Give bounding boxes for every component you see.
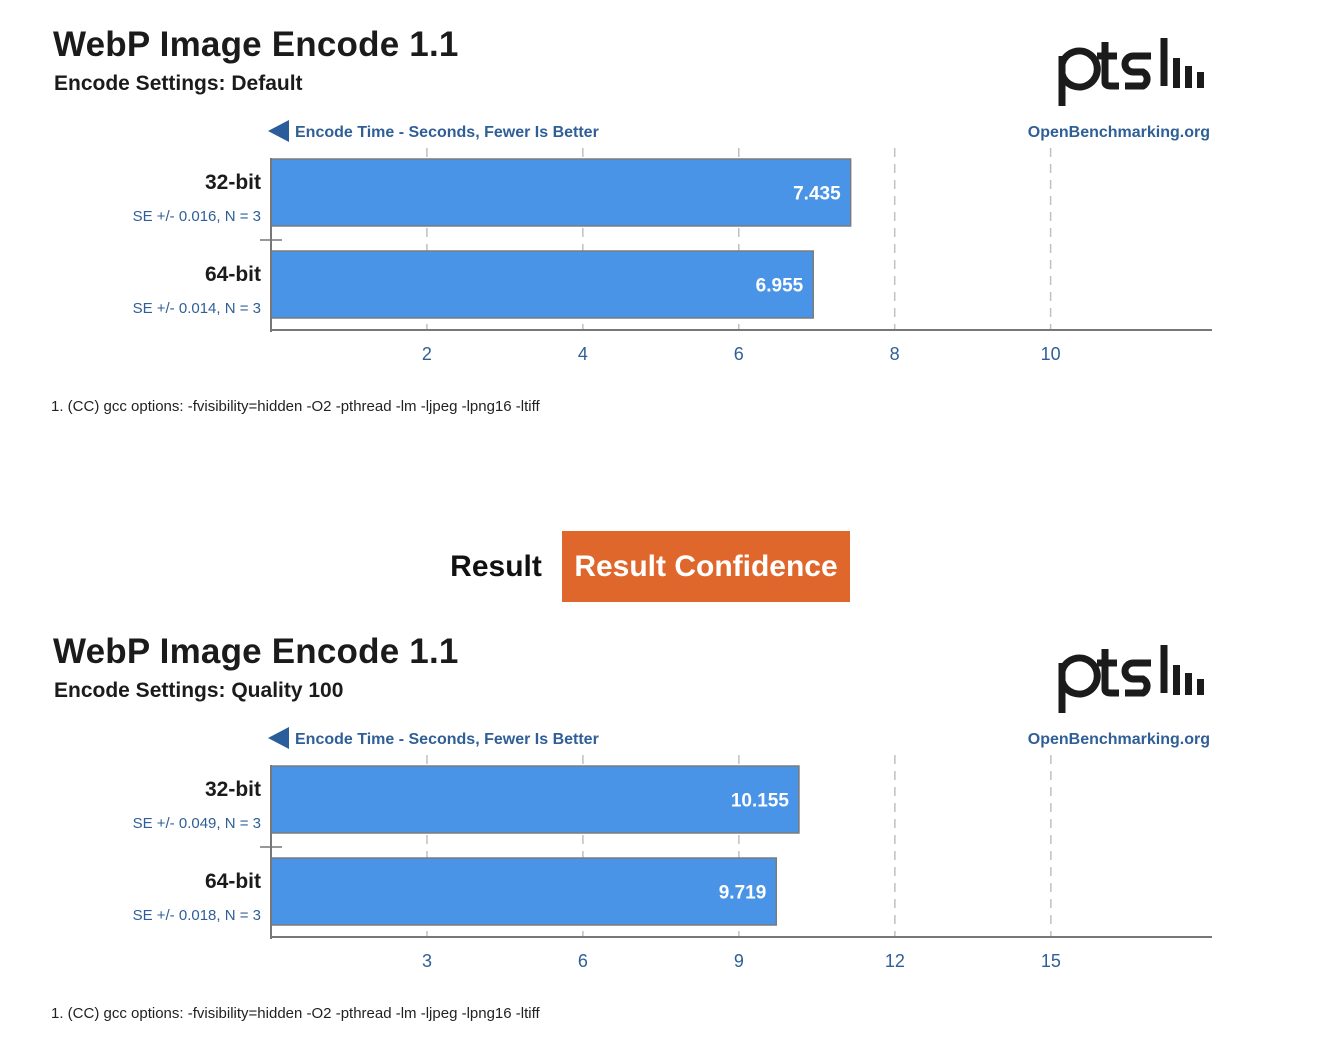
source-label: OpenBenchmarking.org xyxy=(1028,731,1210,748)
x-tick-label: 8 xyxy=(890,344,900,364)
axis-label: Encode Time - Seconds, Fewer Is Better xyxy=(295,731,599,748)
error-label: SE +/- 0.049, N = 3 xyxy=(133,815,261,832)
x-tick-label: 6 xyxy=(734,344,744,364)
chart-title: WebP Image Encode 1.1 xyxy=(53,25,459,64)
x-tick-label: 3 xyxy=(422,951,432,971)
bar-chart-plot: Encode Time - Seconds, Fewer Is Better Op… xyxy=(51,727,1212,1022)
error-label: SE +/- 0.018, N = 3 xyxy=(133,907,261,924)
direction-arrow-icon xyxy=(268,120,289,142)
x-tick-label: 9 xyxy=(734,951,744,971)
bar-value-label: 7.435 xyxy=(793,184,841,205)
x-tick-label: 12 xyxy=(885,951,905,971)
bar xyxy=(270,158,852,227)
category-label: 32-bit xyxy=(205,171,261,194)
footnote: 1. (CC) gcc options: -fvisibility=hidden… xyxy=(51,1005,541,1022)
category-label: 64-bit xyxy=(205,870,261,893)
footnote: 1. (CC) gcc options: -fvisibility=hidden… xyxy=(51,398,541,415)
category-label: 32-bit xyxy=(205,778,261,801)
category-label: 64-bit xyxy=(205,263,261,286)
bar xyxy=(270,857,778,926)
bar-chart-plot: Encode Time - Seconds, Fewer Is Better Op… xyxy=(51,120,1212,415)
x-tick-label: 2 xyxy=(422,344,432,364)
tab-result-confidence[interactable]: Result Confidence xyxy=(562,531,850,602)
tab-result[interactable]: Result xyxy=(430,531,562,602)
error-label: SE +/- 0.016, N = 3 xyxy=(133,208,261,225)
bar-value-label: 6.955 xyxy=(756,276,804,297)
x-tick-label: 10 xyxy=(1041,344,1061,364)
chart-subtitle: Encode Settings: Quality 100 xyxy=(54,679,344,702)
source-label: OpenBenchmarking.org xyxy=(1028,124,1210,141)
axis-label: Encode Time - Seconds, Fewer Is Better xyxy=(295,124,599,141)
chart-subtitle: Encode Settings: Default xyxy=(54,72,303,95)
bar-value-label: 10.155 xyxy=(731,791,790,812)
bar xyxy=(270,765,800,834)
bar xyxy=(270,250,814,319)
chart-default: WebP Image Encode 1.1 Encode Settings: D… xyxy=(0,0,1328,440)
pts-logo-icon xyxy=(1058,38,1204,106)
x-tick-label: 6 xyxy=(578,951,588,971)
error-label: SE +/- 0.014, N = 3 xyxy=(133,300,261,317)
result-tabs: Result Result Confidence xyxy=(430,531,850,602)
direction-arrow-icon xyxy=(268,727,289,749)
chart-quality-100: WebP Image Encode 1.1 Encode Settings: Q… xyxy=(0,607,1328,1047)
chart-title: WebP Image Encode 1.1 xyxy=(53,632,459,671)
pts-logo-icon xyxy=(1058,645,1204,713)
x-tick-label: 4 xyxy=(578,344,588,364)
bar-value-label: 9.719 xyxy=(719,883,767,904)
x-tick-label: 15 xyxy=(1041,951,1061,971)
